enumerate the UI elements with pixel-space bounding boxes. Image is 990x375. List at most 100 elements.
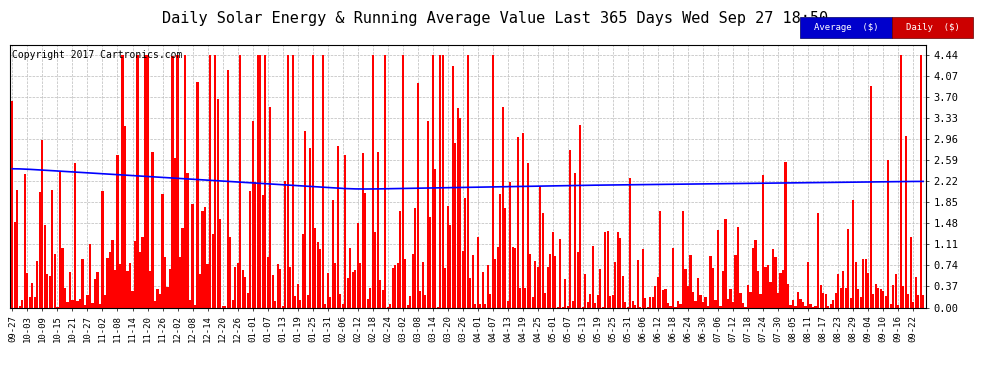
Bar — [882, 291, 884, 308]
Bar — [844, 288, 846, 308]
Bar — [71, 300, 73, 307]
Bar — [281, 306, 284, 308]
Bar — [857, 289, 859, 308]
Bar — [456, 108, 458, 308]
Bar — [730, 289, 732, 308]
Bar — [805, 306, 807, 308]
Bar — [430, 217, 432, 308]
Bar — [237, 262, 239, 308]
Bar — [404, 260, 406, 308]
Bar — [777, 293, 779, 308]
Bar — [127, 271, 129, 308]
Bar — [279, 269, 281, 308]
Bar — [642, 249, 644, 308]
Bar — [337, 146, 339, 308]
Bar — [387, 307, 389, 308]
Bar — [264, 55, 266, 308]
Bar — [662, 290, 664, 308]
Bar — [284, 181, 286, 308]
Bar — [674, 307, 676, 308]
Bar — [659, 211, 661, 308]
Bar — [254, 182, 256, 308]
Bar — [247, 293, 248, 308]
Bar — [869, 86, 871, 308]
Bar — [154, 301, 156, 307]
Bar — [422, 262, 424, 308]
Bar — [564, 279, 566, 308]
Bar — [440, 55, 442, 308]
Bar — [381, 290, 384, 308]
Bar — [299, 300, 301, 307]
Bar — [679, 304, 681, 307]
Bar — [707, 306, 709, 308]
Bar — [862, 260, 864, 308]
Bar — [369, 288, 371, 308]
Bar — [424, 295, 427, 307]
Bar — [912, 302, 914, 307]
Bar — [249, 191, 251, 308]
Bar — [286, 55, 289, 308]
Bar — [494, 259, 496, 308]
Bar — [297, 284, 299, 308]
Bar — [166, 287, 168, 308]
Bar — [101, 192, 104, 308]
Bar — [64, 288, 66, 308]
Bar — [61, 248, 63, 308]
Bar — [479, 304, 481, 307]
Bar — [317, 242, 319, 308]
Bar — [657, 277, 659, 308]
Bar — [910, 237, 912, 308]
Bar — [599, 269, 602, 308]
Bar — [239, 55, 242, 308]
Bar — [364, 193, 366, 308]
Bar — [22, 300, 24, 307]
Bar — [361, 153, 363, 308]
Bar — [572, 301, 574, 307]
Bar — [762, 175, 764, 308]
Bar — [537, 267, 539, 308]
Bar — [874, 284, 877, 308]
Bar — [269, 107, 271, 308]
Bar — [840, 288, 842, 308]
Bar — [827, 306, 830, 308]
Bar — [720, 306, 722, 308]
Bar — [389, 304, 391, 307]
Bar — [887, 160, 889, 308]
Bar — [877, 288, 879, 308]
Bar — [209, 55, 211, 308]
Bar — [169, 269, 171, 308]
Bar — [79, 298, 81, 307]
Bar — [697, 278, 699, 308]
Bar — [702, 302, 704, 307]
Bar — [669, 306, 671, 308]
Bar — [627, 307, 629, 308]
Bar — [607, 231, 609, 308]
Bar — [159, 294, 161, 307]
Bar — [139, 252, 141, 308]
Bar — [625, 302, 627, 307]
Bar — [222, 306, 224, 308]
Bar — [830, 304, 832, 307]
Bar — [684, 269, 686, 308]
Bar — [449, 225, 451, 308]
Bar — [356, 223, 358, 308]
Bar — [735, 255, 737, 308]
Bar — [466, 55, 469, 308]
Bar — [622, 276, 624, 308]
Bar — [84, 305, 86, 308]
Bar — [302, 234, 304, 308]
Bar — [732, 302, 734, 307]
Bar — [148, 271, 151, 308]
Bar — [772, 249, 774, 308]
Bar — [354, 270, 356, 308]
Bar — [749, 292, 751, 308]
Bar — [746, 285, 749, 308]
Bar — [69, 272, 71, 308]
Bar — [900, 55, 902, 308]
Bar — [76, 301, 78, 307]
Bar — [592, 246, 594, 308]
Bar — [902, 286, 904, 308]
Bar — [779, 273, 781, 308]
Bar — [774, 257, 776, 307]
Bar — [737, 228, 740, 308]
